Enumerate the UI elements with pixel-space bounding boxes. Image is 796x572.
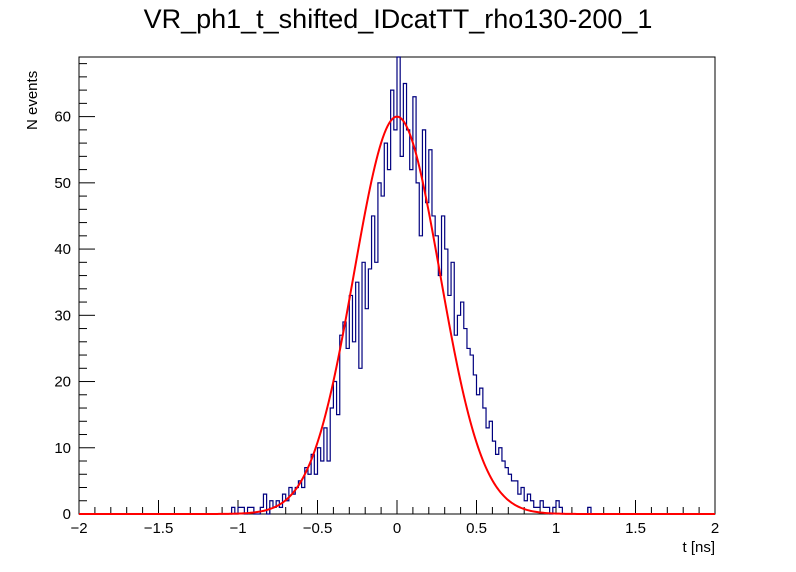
x-tick-label: −0.5 bbox=[303, 520, 333, 537]
x-tick-label: 0 bbox=[393, 520, 401, 537]
y-tick-label: 0 bbox=[63, 506, 71, 523]
x-tick-label: 1.5 bbox=[625, 520, 646, 537]
y-axis: 0 10 20 30 40 50 60 bbox=[54, 63, 95, 523]
plot-frame bbox=[78, 56, 716, 515]
x-tick-label: −2 bbox=[70, 520, 87, 537]
x-tick-label: 2 bbox=[711, 520, 719, 537]
x-tick-label: 1 bbox=[552, 520, 560, 537]
y-tick-label: 40 bbox=[54, 241, 71, 258]
y-axis-label: N events bbox=[24, 71, 41, 130]
fit-line bbox=[79, 115, 715, 515]
x-tick-label: −1 bbox=[229, 520, 246, 537]
x-axis-label: t [ns] bbox=[682, 539, 715, 556]
chart-title: VR_ph1_t_shifted_IDcatTT_rho130-200_1 bbox=[143, 4, 653, 34]
y-tick-label: 20 bbox=[54, 374, 71, 391]
fit-series bbox=[79, 115, 715, 515]
x-tick-label: 0.5 bbox=[466, 520, 487, 537]
y-tick-label: 50 bbox=[54, 175, 71, 192]
y-tick-label: 60 bbox=[54, 109, 71, 126]
y-tick-label: 10 bbox=[54, 440, 71, 457]
x-axis: −2 −1.5 −1 −0.5 0 0.5 1 1.5 2 bbox=[70, 500, 719, 537]
x-tick-label: −1.5 bbox=[144, 520, 174, 537]
y-tick-label: 30 bbox=[54, 307, 71, 324]
